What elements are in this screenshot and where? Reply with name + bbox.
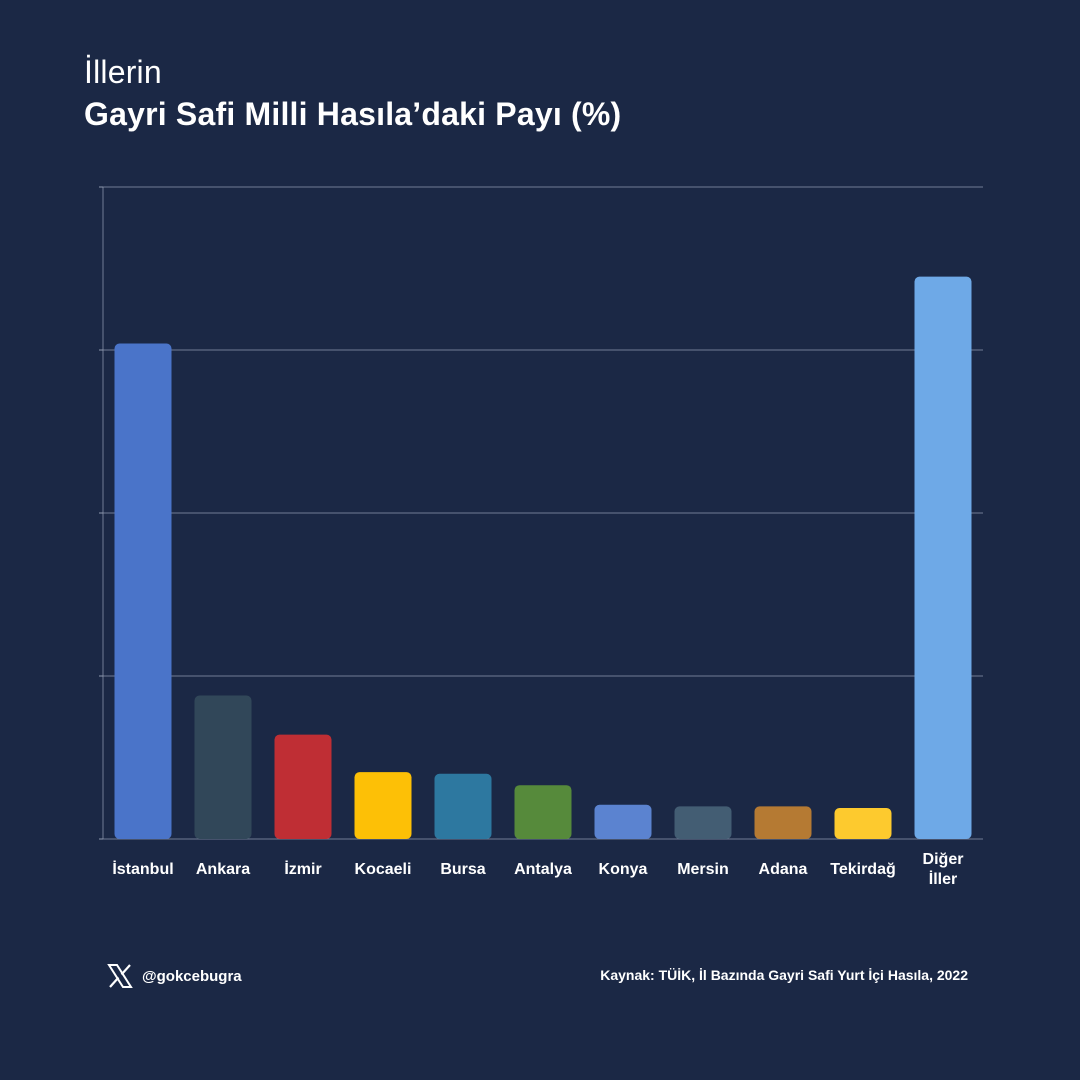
bar-1 [194, 695, 252, 839]
bar-3 [354, 772, 412, 839]
bar-6 [594, 804, 652, 839]
bar-10 [914, 276, 972, 839]
bar-8 [754, 806, 812, 839]
bar-4 [434, 773, 492, 839]
bar-7 [674, 806, 732, 839]
category-label-1: Ankara [196, 861, 250, 878]
category-label-7: Mersin [677, 861, 729, 878]
category-label-4: Bursa [440, 861, 485, 878]
author-handle: @gokcebugra [106, 962, 242, 990]
handle-text: @gokcebugra [142, 967, 242, 985]
bar-9 [834, 808, 892, 839]
category-label-10: Diğer İller [923, 851, 964, 888]
bar-5 [514, 785, 572, 839]
source-note: Kaynak: TÜİK, İl Bazında Gayri Safi Yurt… [600, 967, 968, 983]
category-label-9: Tekirdağ [830, 861, 896, 878]
category-label-0: İstanbul [112, 860, 173, 878]
category-label-6: Konya [599, 861, 648, 878]
bar-0 [114, 343, 172, 839]
x-logo-icon [107, 964, 133, 988]
category-label-5: Antalya [514, 861, 572, 878]
bar-2 [274, 734, 332, 839]
category-label-3: Kocaeli [355, 861, 412, 878]
chart-title-line1: İllerin [84, 54, 162, 90]
category-label-2: İzmir [284, 860, 321, 878]
category-label-8: Adana [759, 861, 808, 878]
chart-title-line2: Gayri Safi Milli Hasıla’daki Payı (%) [84, 96, 622, 132]
